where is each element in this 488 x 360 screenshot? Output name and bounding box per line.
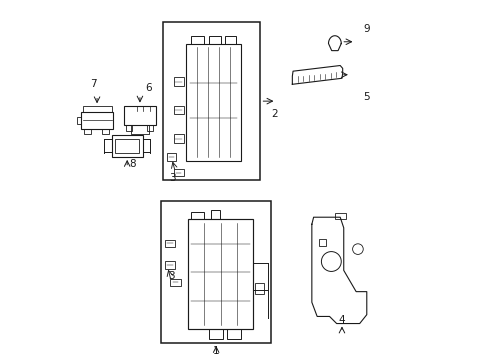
Polygon shape (311, 217, 366, 324)
Text: 8: 8 (129, 159, 136, 169)
Bar (191, 212, 203, 219)
Text: 3: 3 (169, 172, 176, 183)
Text: 7: 7 (90, 79, 97, 89)
Bar (81, 112, 113, 129)
Bar (318, 239, 325, 246)
Bar (173, 105, 184, 114)
Bar (170, 279, 181, 286)
Bar (334, 213, 345, 219)
Text: 6: 6 (144, 83, 151, 93)
Bar (111, 135, 142, 157)
Bar (185, 44, 241, 161)
Bar (161, 201, 270, 343)
Bar (82, 106, 111, 112)
Text: 1: 1 (212, 346, 219, 356)
Bar (210, 210, 219, 219)
Bar (164, 239, 175, 247)
Text: 2: 2 (271, 109, 277, 120)
Text: 3: 3 (168, 271, 175, 282)
Bar (209, 329, 223, 339)
Bar (147, 125, 153, 131)
Bar (102, 129, 109, 134)
Bar (115, 139, 139, 153)
Bar (163, 22, 260, 180)
Bar (84, 129, 91, 134)
Bar (226, 329, 241, 339)
Bar (255, 283, 264, 294)
Bar (209, 36, 221, 44)
Bar (224, 36, 235, 44)
Bar (166, 153, 176, 161)
Text: 9: 9 (363, 24, 369, 34)
Polygon shape (328, 36, 341, 51)
Bar (124, 105, 156, 125)
Bar (173, 134, 184, 143)
Bar (187, 219, 253, 329)
Bar (125, 125, 132, 131)
Bar (173, 77, 184, 86)
Polygon shape (292, 66, 342, 84)
Text: 5: 5 (363, 92, 369, 102)
Bar (191, 36, 203, 44)
Bar (77, 117, 81, 124)
Text: 4: 4 (338, 315, 345, 325)
Bar (164, 261, 175, 269)
Bar (173, 169, 183, 176)
